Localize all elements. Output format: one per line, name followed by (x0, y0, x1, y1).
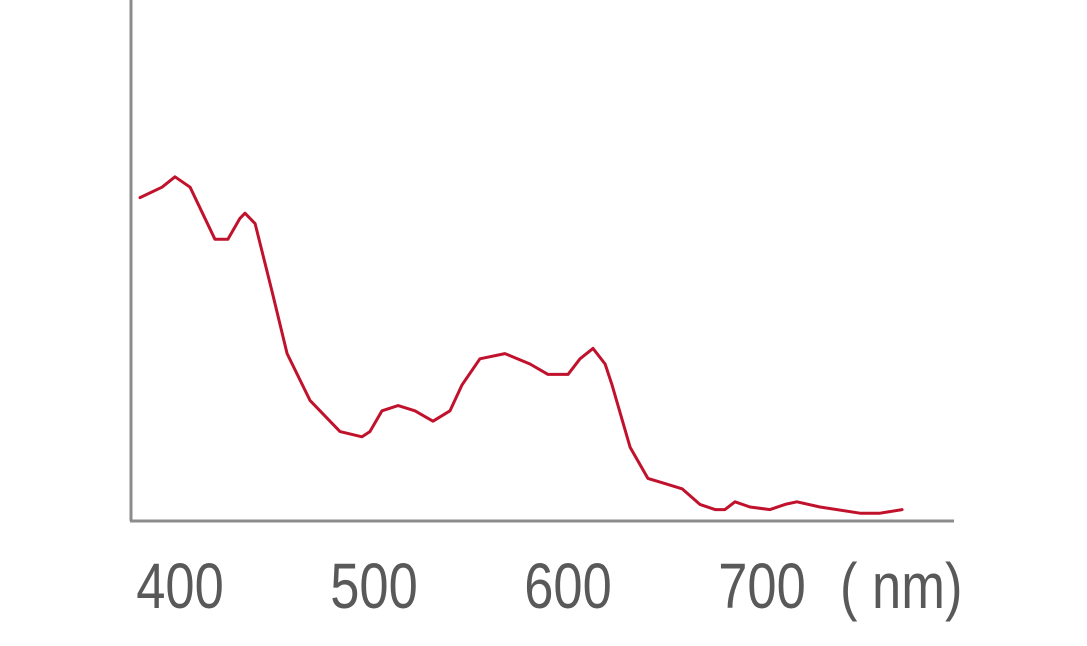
x-axis-label: ( nm) (840, 551, 962, 622)
x-tick-label: 600 (524, 551, 612, 622)
x-tick-label: 500 (330, 551, 418, 622)
x-tick-label: 400 (136, 551, 224, 622)
series-line (138, 175, 904, 515)
x-tick-label: 700 (718, 551, 806, 622)
